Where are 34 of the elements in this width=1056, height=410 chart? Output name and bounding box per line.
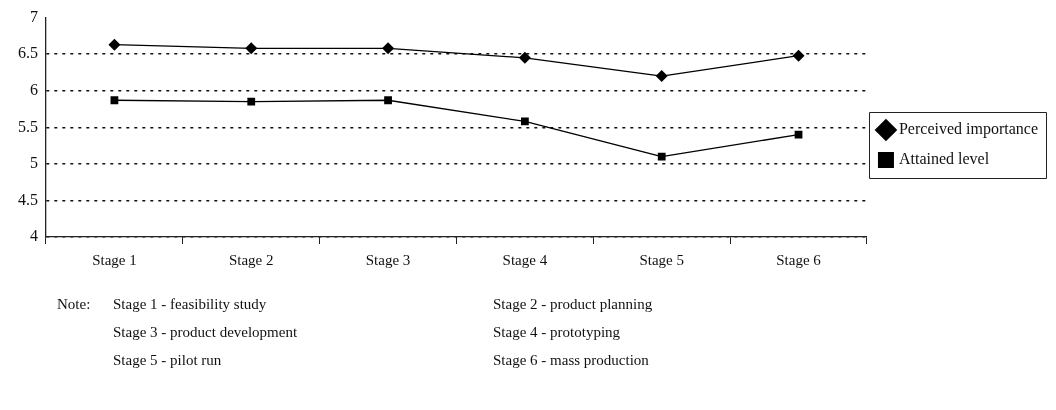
point: [247, 97, 256, 106]
point: [794, 130, 803, 139]
point: [108, 38, 121, 51]
point: [521, 117, 529, 126]
y-tick-label: 6: [30, 80, 38, 98]
x-tick-label: Stage 3: [365, 251, 411, 268]
text: Stage 1 - feasibility study: [113, 296, 267, 313]
x-tick-label: Stage 5: [639, 251, 684, 268]
x-tick-label: Stage 4: [502, 251, 548, 268]
x-tick-label: Stage 1: [92, 251, 137, 268]
text: Note:: [57, 296, 91, 313]
x-tick-label: Stage 6: [776, 251, 822, 268]
y-tick-label: 4.5: [18, 190, 38, 208]
y-tick-label: 6.5: [18, 44, 38, 62]
point: [110, 96, 119, 105]
y-tick-label: 7: [30, 7, 38, 25]
point: [245, 42, 258, 55]
y-tick-label: 4: [30, 227, 38, 245]
point: [384, 96, 392, 105]
text: Stage 2 - product planning: [493, 296, 653, 313]
y-tick-label: 5.5: [18, 117, 38, 135]
y-tick-label: 5: [30, 154, 38, 172]
text: Stage 6 - mass production: [493, 352, 649, 369]
legend-label: Attained level: [898, 150, 990, 168]
point: [382, 42, 395, 55]
text: Stage 5 - pilot run: [113, 352, 222, 369]
point: [792, 49, 805, 62]
legend-label: Perceived importance: [898, 120, 1038, 139]
point: [518, 51, 531, 64]
text: Stage 3 - product development: [113, 324, 298, 341]
x-tick-label: Stage 2: [228, 251, 274, 268]
text: Stage 4 - prototyping: [493, 324, 621, 341]
point: [655, 70, 668, 83]
point: [657, 152, 666, 161]
